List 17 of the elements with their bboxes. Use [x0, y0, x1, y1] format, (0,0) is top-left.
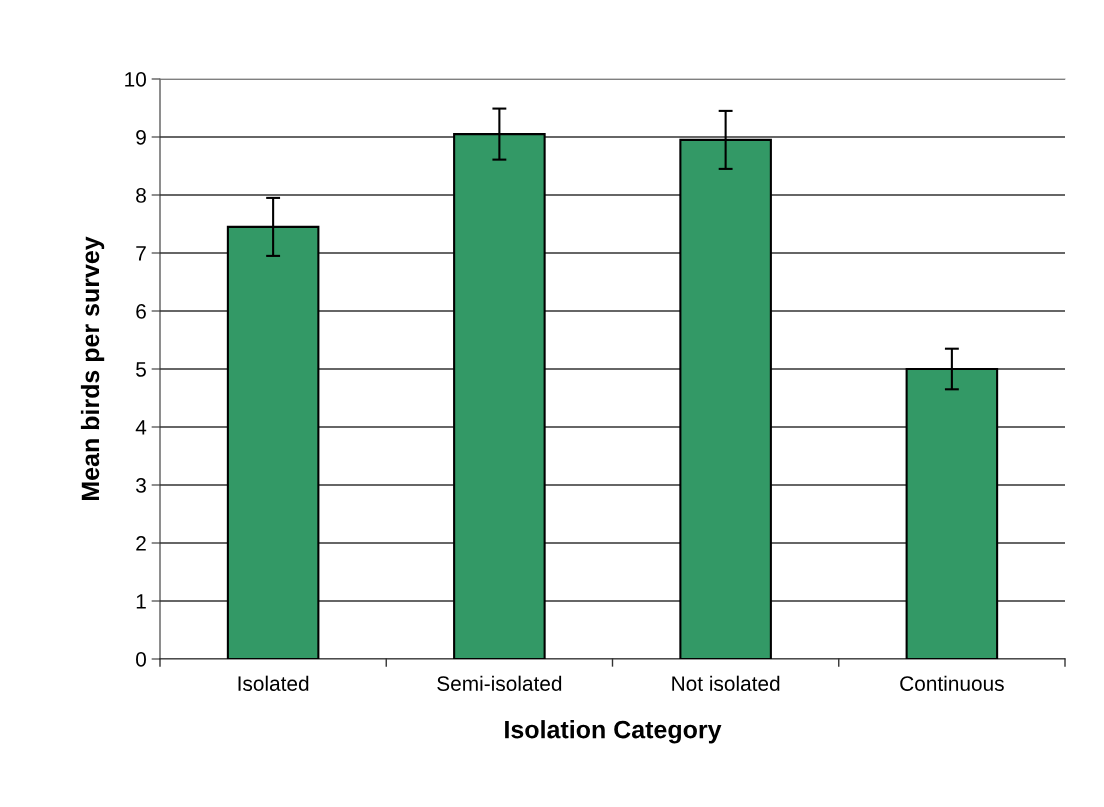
y-tick-label: 9 [136, 130, 146, 145]
x-tick-label: Isolated [238, 675, 309, 691]
x-tick-label: Continuous [900, 675, 1004, 691]
y-tick-label: 4 [135, 420, 147, 435]
x-axis-title: Isolation Category [505, 720, 722, 744]
y-tick-label: 6 [136, 304, 146, 319]
y-tick-label: 5 [136, 362, 146, 377]
x-tick-label: Not isolated [672, 675, 780, 691]
y-tick-label: 10 [125, 72, 146, 87]
y-tick-label: 0 [136, 652, 146, 667]
y-axis-title: Mean birds per survey [80, 236, 105, 501]
y-tick-label: 8 [136, 188, 146, 203]
y-tick-label: 1 [136, 594, 146, 609]
y-tick-label: 3 [136, 478, 146, 493]
y-tick-label: 2 [136, 536, 146, 551]
x-tick-label: Semi-isolated [437, 675, 562, 691]
y-tick-label: 7 [136, 246, 146, 261]
